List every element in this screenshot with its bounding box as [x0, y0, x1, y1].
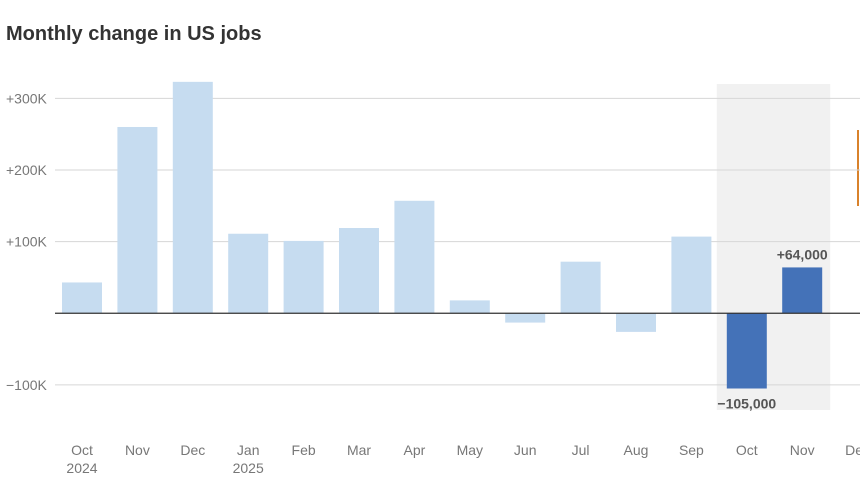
- x-tick-label-line: Dec: [180, 442, 205, 458]
- bar: [283, 240, 324, 314]
- x-tick-label-line: Jul: [572, 442, 590, 458]
- x-tick-label-line: Dec: [845, 442, 860, 458]
- bar: [616, 313, 656, 332]
- x-tick-label-line: Feb: [292, 442, 316, 458]
- bar: [117, 126, 158, 314]
- x-tick-label: Oct: [736, 442, 758, 458]
- bar: [394, 200, 435, 314]
- x-tick-label: Dec: [845, 442, 860, 458]
- bar: [339, 228, 379, 314]
- x-tick-label: Nov: [125, 442, 150, 458]
- y-tick-label: +200K: [6, 162, 48, 178]
- x-tick-label-line: Aug: [624, 442, 649, 458]
- value-label: −105,000: [717, 396, 776, 412]
- bar: [726, 313, 767, 389]
- bar: [671, 236, 712, 314]
- x-tick-label: Oct 2024: [66, 442, 97, 476]
- bar: [782, 267, 823, 314]
- x-tick-label-line: 2025: [233, 460, 264, 476]
- x-tick-label-line: Nov: [125, 442, 150, 458]
- y-tick-label: +300K: [6, 90, 48, 106]
- y-tick-label: −100K: [6, 377, 48, 393]
- x-tick-label: Sep: [679, 442, 704, 458]
- bar: [228, 233, 269, 314]
- x-tick-label-line: Mar: [347, 442, 371, 458]
- x-tick-label-line: Jan: [237, 442, 260, 458]
- x-tick-label: Dec: [180, 442, 205, 458]
- x-tick-label: Apr: [404, 442, 426, 458]
- x-tick-label: Jan 2025: [233, 442, 264, 476]
- x-tick-label-line: Apr: [404, 442, 426, 458]
- x-tick-label: Mar: [347, 442, 371, 458]
- x-tick-label-line: Nov: [790, 442, 815, 458]
- x-tick-label: Jun: [514, 442, 537, 458]
- x-tick-label-line: Oct: [71, 442, 93, 458]
- x-tick-label-line: May: [457, 442, 483, 458]
- x-tick-label: Aug: [624, 442, 649, 458]
- x-tick-label-line: 2024: [66, 460, 97, 476]
- x-tick-label-line: Sep: [679, 442, 704, 458]
- chart-title: Monthly change in US jobs: [6, 23, 262, 45]
- bar: [505, 313, 546, 323]
- bar: [560, 261, 601, 314]
- y-tick-label: +100K: [6, 234, 48, 250]
- bar: [449, 300, 490, 314]
- x-tick-label: Jul: [572, 442, 590, 458]
- x-tick-label-line: Jun: [514, 442, 537, 458]
- x-tick-label: Nov: [790, 442, 815, 458]
- x-tick-label: Feb: [292, 442, 316, 458]
- value-label: +64,000: [777, 246, 828, 262]
- bar: [62, 282, 102, 314]
- bar: [172, 81, 213, 314]
- x-tick-label: May: [457, 442, 483, 458]
- x-tick-label-line: Oct: [736, 442, 758, 458]
